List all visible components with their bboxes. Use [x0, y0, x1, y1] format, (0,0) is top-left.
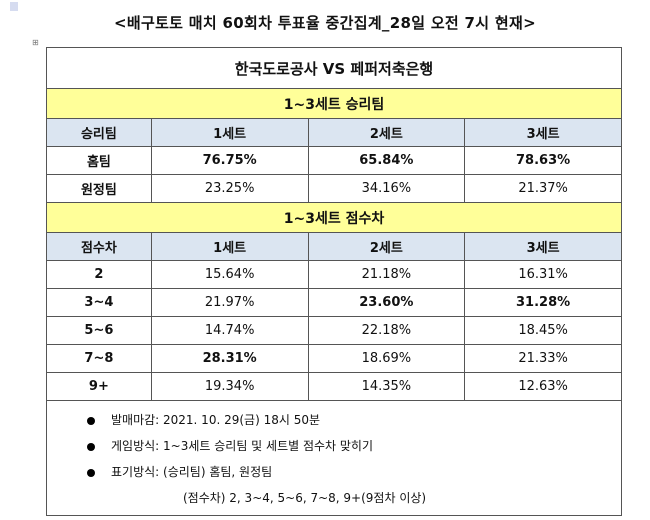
page-title: <배구토토 매치 60회차 투표율 중간집계_28일 오전 7시 현재>	[114, 14, 536, 32]
column-header: 2세트	[307, 232, 466, 261]
column-header: 3세트	[464, 232, 622, 261]
note-text: 표기방식: (승리팀) 홈팀, 원정팀	[111, 465, 273, 479]
note-item: 발매마감: 2021. 10. 29(금) 18시 50분	[87, 407, 621, 433]
column-header: 점수차	[46, 232, 152, 261]
table-move-handle-icon[interactable]: ⊞	[32, 38, 39, 47]
row-label: 7~8	[46, 344, 152, 373]
note-item: 표기방식: (승리팀) 홈팀, 원정팀	[87, 459, 621, 485]
bullet-icon	[87, 442, 95, 451]
rate-cell: 65.84%	[307, 146, 466, 175]
column-header: 1세트	[150, 118, 309, 147]
rate-cell: 22.18%	[307, 316, 466, 345]
rate-cell: 31.28%	[464, 288, 622, 317]
rate-cell: 12.63%	[464, 372, 622, 401]
header-row: 승리팀 1세트 2세트 3세트	[46, 118, 622, 147]
rate-cell: 21.33%	[464, 344, 622, 373]
section-row: 1~3세트 승리팀	[46, 88, 622, 119]
table-row: 3~4 21.97% 23.60% 31.28%	[46, 288, 622, 317]
vote-rate-table: 한국도로공사 VS 페퍼저축은행 1~3세트 승리팀 승리팀 1세트 2세트 3세트 홈팀…	[46, 47, 622, 516]
rate-cell: 15.64%	[150, 260, 309, 289]
rate-cell: 23.60%	[307, 288, 466, 317]
header-row: 점수차 1세트 2세트 3세트	[46, 232, 622, 261]
rate-cell: 18.69%	[307, 344, 466, 373]
table-row: 9+ 19.34% 14.35% 12.63%	[46, 372, 622, 401]
rate-cell: 14.74%	[150, 316, 309, 345]
rate-cell: 76.75%	[150, 146, 309, 175]
section-title: 1~3세트 점수차	[46, 202, 622, 233]
bullet-icon	[87, 468, 95, 477]
rate-cell: 78.63%	[464, 146, 622, 175]
rate-cell: 14.35%	[307, 372, 466, 401]
rate-cell: 28.31%	[150, 344, 309, 373]
text-cursor	[10, 2, 18, 11]
column-header: 승리팀	[46, 118, 152, 147]
table-row: 7~8 28.31% 18.69% 21.33%	[46, 344, 622, 373]
row-label: 9+	[46, 372, 152, 401]
table-row: 원정팀 23.25% 34.16% 21.37%	[46, 174, 622, 203]
section-title: 1~3세트 승리팀	[46, 88, 622, 119]
rate-cell: 19.34%	[150, 372, 309, 401]
rate-cell: 21.97%	[150, 288, 309, 317]
rate-cell: 21.37%	[464, 174, 622, 203]
table-row: 5~6 14.74% 22.18% 18.45%	[46, 316, 622, 345]
row-label: 5~6	[46, 316, 152, 345]
rate-cell: 18.45%	[464, 316, 622, 345]
table-row: 홈팀 76.75% 65.84% 78.63%	[46, 146, 622, 175]
rate-cell: 16.31%	[464, 260, 622, 289]
bullet-icon	[87, 416, 95, 425]
note-text: 발매마감: 2021. 10. 29(금) 18시 50분	[111, 413, 321, 427]
column-header: 1세트	[150, 232, 309, 261]
row-label: 원정팀	[46, 174, 152, 203]
rate-cell: 34.16%	[307, 174, 466, 203]
row-label: 홈팀	[46, 146, 152, 175]
column-header: 3세트	[464, 118, 622, 147]
column-header: 2세트	[307, 118, 466, 147]
note-item: 게임방식: 1~3세트 승리팀 및 세트별 점수차 맞히기	[87, 433, 621, 459]
section-row: 1~3세트 점수차	[46, 202, 622, 233]
row-label: 2	[46, 260, 152, 289]
table-row: 2 15.64% 21.18% 16.31%	[46, 260, 622, 289]
note-continuation: (점수차) 2, 3~4, 5~6, 7~8, 9+(9점차 이상)	[183, 491, 427, 505]
rate-cell: 21.18%	[307, 260, 466, 289]
match-title: 한국도로공사 VS 페퍼저축은행	[46, 47, 622, 89]
rate-cell: 23.25%	[150, 174, 309, 203]
note-text: 게임방식: 1~3세트 승리팀 및 세트별 점수차 맞히기	[111, 439, 374, 453]
row-label: 3~4	[46, 288, 152, 317]
